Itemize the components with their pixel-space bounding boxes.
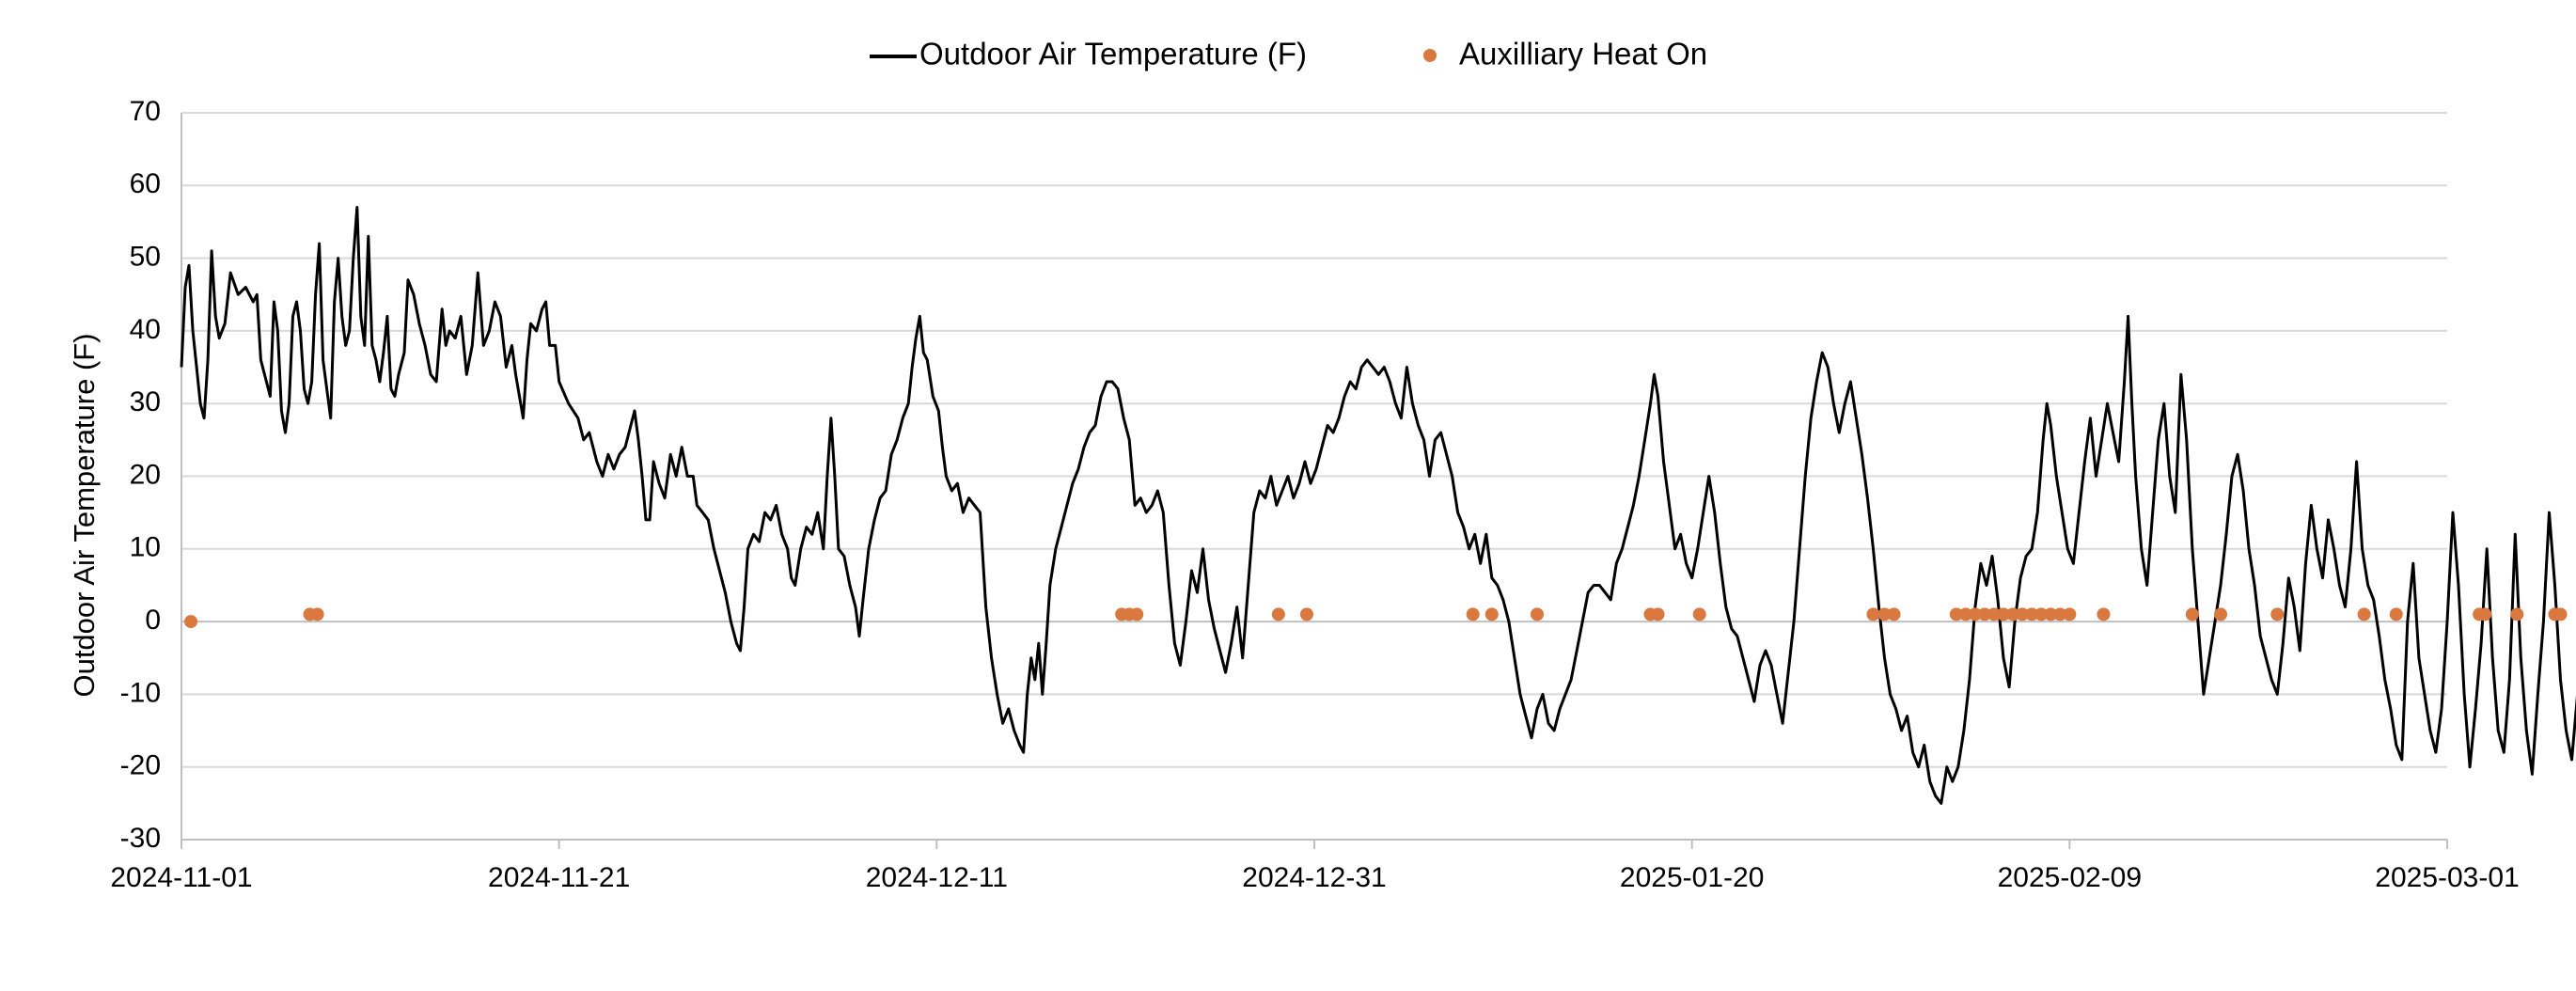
x-tick-label: 2025-02-09 <box>1998 862 2142 893</box>
aux-heat-marker <box>1887 607 1901 621</box>
aux-heat-markers <box>184 607 2568 629</box>
aux-heat-marker <box>1299 607 1313 621</box>
aux-heat-marker <box>2063 607 2077 621</box>
aux-heat-marker <box>1958 607 1972 621</box>
aux-heat-marker <box>2214 607 2227 621</box>
aux-heat-marker <box>2053 607 2067 621</box>
aux-heat-marker <box>2044 607 2058 621</box>
temperature-series-line <box>180 206 2576 805</box>
y-tick-label: -30 <box>120 823 161 854</box>
y-tick-labels: -30 -20 -10 0 10 20 30 40 50 60 70 <box>120 96 161 854</box>
aux-heat-marker <box>2270 607 2285 621</box>
y-tick-label: -10 <box>120 677 161 708</box>
legend-swatch-marker <box>1423 49 1437 62</box>
y-tick-label: -20 <box>120 750 161 781</box>
aux-heat-marker <box>1484 607 1499 621</box>
x-tick-label: 2024-11-21 <box>488 862 630 893</box>
axes <box>181 113 2448 849</box>
aux-heat-marker <box>2553 607 2568 621</box>
legend-item-aux-heat[interactable]: Auxilliary Heat On <box>1423 37 1707 71</box>
legend-label-aux-heat: Auxilliary Heat On <box>1459 37 1707 71</box>
y-tick-label: 40 <box>130 314 161 345</box>
aux-heat-marker <box>1466 607 1480 621</box>
aux-heat-marker <box>1997 607 2011 621</box>
aux-heat-marker <box>1651 607 1665 621</box>
aux-heat-marker <box>1271 607 1285 621</box>
x-tick-label: 2024-12-31 <box>1242 862 1386 893</box>
aux-heat-marker <box>184 615 198 629</box>
aux-heat-marker <box>1977 607 1991 621</box>
aux-heat-marker <box>1130 607 1144 621</box>
aux-heat-marker <box>1968 607 1982 621</box>
aux-heat-marker <box>1949 607 1963 621</box>
aux-heat-marker <box>2478 607 2492 621</box>
x-tick-labels: 2024-11-01 2024-11-21 2024-12-11 2024-12-31… <box>110 862 2519 893</box>
aux-heat-marker <box>2357 607 2371 621</box>
aux-heat-marker <box>2185 607 2199 621</box>
series <box>180 206 2576 805</box>
aux-heat-marker <box>310 607 324 621</box>
aux-heat-marker <box>2389 607 2403 621</box>
y-tick-label: 70 <box>130 96 161 127</box>
aux-heat-marker <box>2016 607 2030 621</box>
aux-heat-marker <box>2006 607 2020 621</box>
aux-heat-marker <box>2510 607 2524 621</box>
x-tick-label: 2025-01-20 <box>1620 862 1764 893</box>
legend: Outdoor Air Temperature (F) Auxilliary H… <box>870 37 1707 71</box>
y-tick-label: 20 <box>130 459 161 490</box>
x-tick-label: 2024-12-11 <box>866 862 1008 893</box>
aux-heat-marker <box>1692 607 1706 621</box>
y-tick-label: 10 <box>130 532 161 563</box>
aux-heat-marker <box>1866 607 1880 621</box>
aux-heat-marker <box>1987 607 2001 621</box>
y-axis-title: Outdoor Air Temperature (F) <box>68 333 101 697</box>
legend-label-temperature: Outdoor Air Temperature (F) <box>919 37 1307 71</box>
y-tick-label: 60 <box>130 168 161 199</box>
x-tick-label: 2024-11-01 <box>110 862 252 893</box>
aux-heat-marker <box>1877 607 1892 621</box>
x-tick-label: 2025-03-01 <box>2375 862 2519 893</box>
y-tick-label: 0 <box>145 605 161 636</box>
aux-heat-marker <box>2034 607 2049 621</box>
legend-item-temperature[interactable]: Outdoor Air Temperature (F) <box>870 37 1307 71</box>
aux-heat-marker <box>2097 607 2111 621</box>
aux-heat-marker <box>1530 607 1544 621</box>
aux-heat-marker <box>2025 607 2039 621</box>
y-tick-label: 50 <box>130 242 161 273</box>
y-tick-label: 30 <box>130 386 161 417</box>
